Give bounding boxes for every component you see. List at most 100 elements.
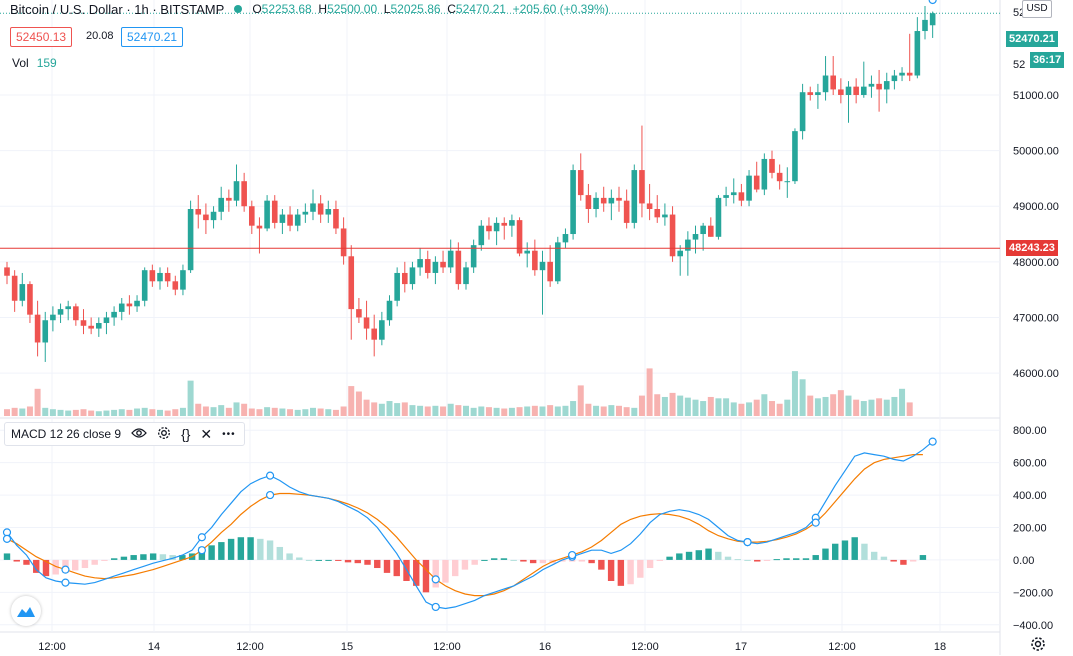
candle-body — [623, 200, 630, 223]
candle-body — [111, 311, 117, 318]
macd-histogram-bar — [296, 557, 303, 560]
volume-label: Vol — [12, 56, 29, 70]
candle-body — [746, 175, 752, 201]
volume-bar — [600, 406, 607, 416]
volume-bar — [42, 407, 49, 416]
candle-body — [379, 320, 385, 340]
macd-histogram-bar — [227, 538, 235, 560]
volume-bar — [440, 406, 447, 416]
volume-bar — [141, 407, 148, 416]
candle-body — [493, 222, 500, 232]
price-tick-label[interactable]: 51000.00 — [1013, 90, 1059, 102]
time-tick-label[interactable]: 12:00 — [433, 641, 461, 653]
volume-bar — [65, 410, 72, 416]
price-tick-label[interactable]: 48000.00 — [1013, 257, 1059, 269]
time-tick-label[interactable]: 12:00 — [631, 641, 659, 653]
macd-tick-label[interactable]: 800.00 — [1013, 425, 1047, 437]
time-axis-ticks[interactable]: 12:00 14 12:00 15 12:00 16 12:00 17 12:00 18 — [38, 641, 946, 653]
more-icon[interactable]: ••• — [222, 428, 236, 440]
macd-axis-ticks[interactable]: 800.00 600.00 400.00 200.00 0.00 −200.00 −400.… — [1013, 425, 1053, 632]
volume-bar — [493, 407, 500, 416]
candle-body — [256, 225, 263, 229]
settings-gear-icon[interactable] — [1030, 636, 1046, 656]
time-tick-label[interactable]: 17 — [735, 641, 747, 653]
volume-bar — [463, 405, 469, 416]
candle-body — [685, 239, 691, 251]
volume-bar — [187, 380, 194, 416]
candle-body — [776, 172, 783, 182]
macd-tick-label[interactable]: 200.00 — [1013, 523, 1047, 535]
price-tick-label[interactable]: 50000.00 — [1013, 146, 1059, 158]
candle-body — [103, 317, 110, 324]
candle-body — [157, 272, 163, 282]
time-tick-label[interactable]: 12:00 — [38, 641, 66, 653]
candle-body — [149, 270, 156, 282]
price-tick-label[interactable]: 49000.00 — [1013, 201, 1059, 213]
price-tick-label[interactable]: 46000.00 — [1013, 368, 1059, 380]
macd-marker — [811, 518, 820, 527]
tradingview-logo[interactable] — [11, 596, 41, 626]
candle-body — [402, 272, 408, 285]
macd-histogram-bar — [3, 553, 11, 560]
macd-histogram-bar — [286, 553, 293, 560]
macd-title[interactable]: MACD 12 26 close 9 — [11, 427, 122, 441]
macd-histogram-bar — [101, 559, 108, 561]
macd-tick-label[interactable]: −200.00 — [1013, 587, 1053, 599]
macd-tick-label[interactable]: −400.00 — [1013, 620, 1053, 632]
candle-body — [271, 200, 278, 223]
time-tick-label[interactable]: 18 — [934, 641, 946, 653]
volume-bar — [417, 405, 424, 416]
gear-icon[interactable] — [157, 426, 171, 443]
candle-body — [876, 83, 882, 90]
macd-histogram-bar — [734, 559, 741, 561]
macd-tick-label[interactable]: 400.00 — [1013, 490, 1047, 502]
symbol-title[interactable]: Bitcoin / U.S. Dollar · 1h · BITSTAMP — [10, 1, 225, 17]
macd-histogram-bar — [72, 559, 79, 571]
volume-bar — [684, 397, 691, 416]
buy-price-button[interactable]: 52470.21 — [121, 27, 184, 47]
volume-bar — [294, 409, 301, 416]
price-tick-label[interactable]: 47000.00 — [1013, 312, 1059, 324]
macd-histogram-bar — [510, 559, 517, 561]
sell-price-button[interactable]: 52450.13 — [10, 27, 73, 47]
volume-bar — [195, 403, 202, 416]
candle-body — [906, 72, 913, 76]
braces-icon[interactable]: {} — [181, 426, 191, 442]
close-label: C — [447, 2, 456, 16]
macd-histogram-bar — [442, 559, 449, 583]
macd-histogram-bar — [880, 556, 888, 560]
time-tick-label[interactable]: 12:00 — [828, 641, 856, 653]
candle-body — [126, 303, 133, 307]
close-icon[interactable]: ✕ — [200, 425, 213, 442]
volume-bar — [179, 407, 186, 416]
volume-bar — [11, 407, 18, 416]
currency-button[interactable]: USD — [1022, 0, 1052, 18]
volume-bar — [72, 409, 79, 416]
macd-histogram-bar — [656, 559, 664, 561]
volume-bar — [883, 399, 890, 416]
macd-histogram-bar — [237, 537, 245, 560]
time-tick-label[interactable]: 15 — [341, 641, 353, 653]
macd-histogram-bar — [344, 559, 352, 563]
macd-line — [6, 441, 934, 610]
time-tick-label[interactable]: 12:00 — [236, 641, 264, 653]
volume-bar — [317, 408, 324, 416]
price-axis-ticks[interactable]: 51000.00 50000.00 49000.00 48000.00 47000.00… — [1013, 90, 1059, 380]
macd-histogram-bar — [490, 558, 498, 560]
mountain-icon — [17, 607, 35, 617]
candle-body — [562, 234, 569, 243]
candle-body — [172, 281, 179, 290]
macd-tick-label[interactable]: 600.00 — [1013, 458, 1047, 470]
time-tick-label[interactable]: 14 — [148, 641, 160, 653]
spread-value: 20.08 — [86, 30, 114, 42]
volume-bar — [585, 403, 592, 416]
macd-histogram-bar — [169, 555, 176, 560]
symbol-legend: Bitcoin / U.S. Dollar · 1h · BITSTAMP O5… — [10, 0, 609, 18]
volume-bar — [287, 409, 294, 416]
time-tick-label[interactable]: 16 — [539, 641, 551, 653]
macd-tick-label[interactable]: 0.00 — [1013, 555, 1034, 567]
horizontal-line-price-tag[interactable]: 48243.23 — [1006, 240, 1058, 257]
macd-histogram-bar — [208, 545, 215, 560]
eye-icon[interactable] — [131, 426, 147, 442]
